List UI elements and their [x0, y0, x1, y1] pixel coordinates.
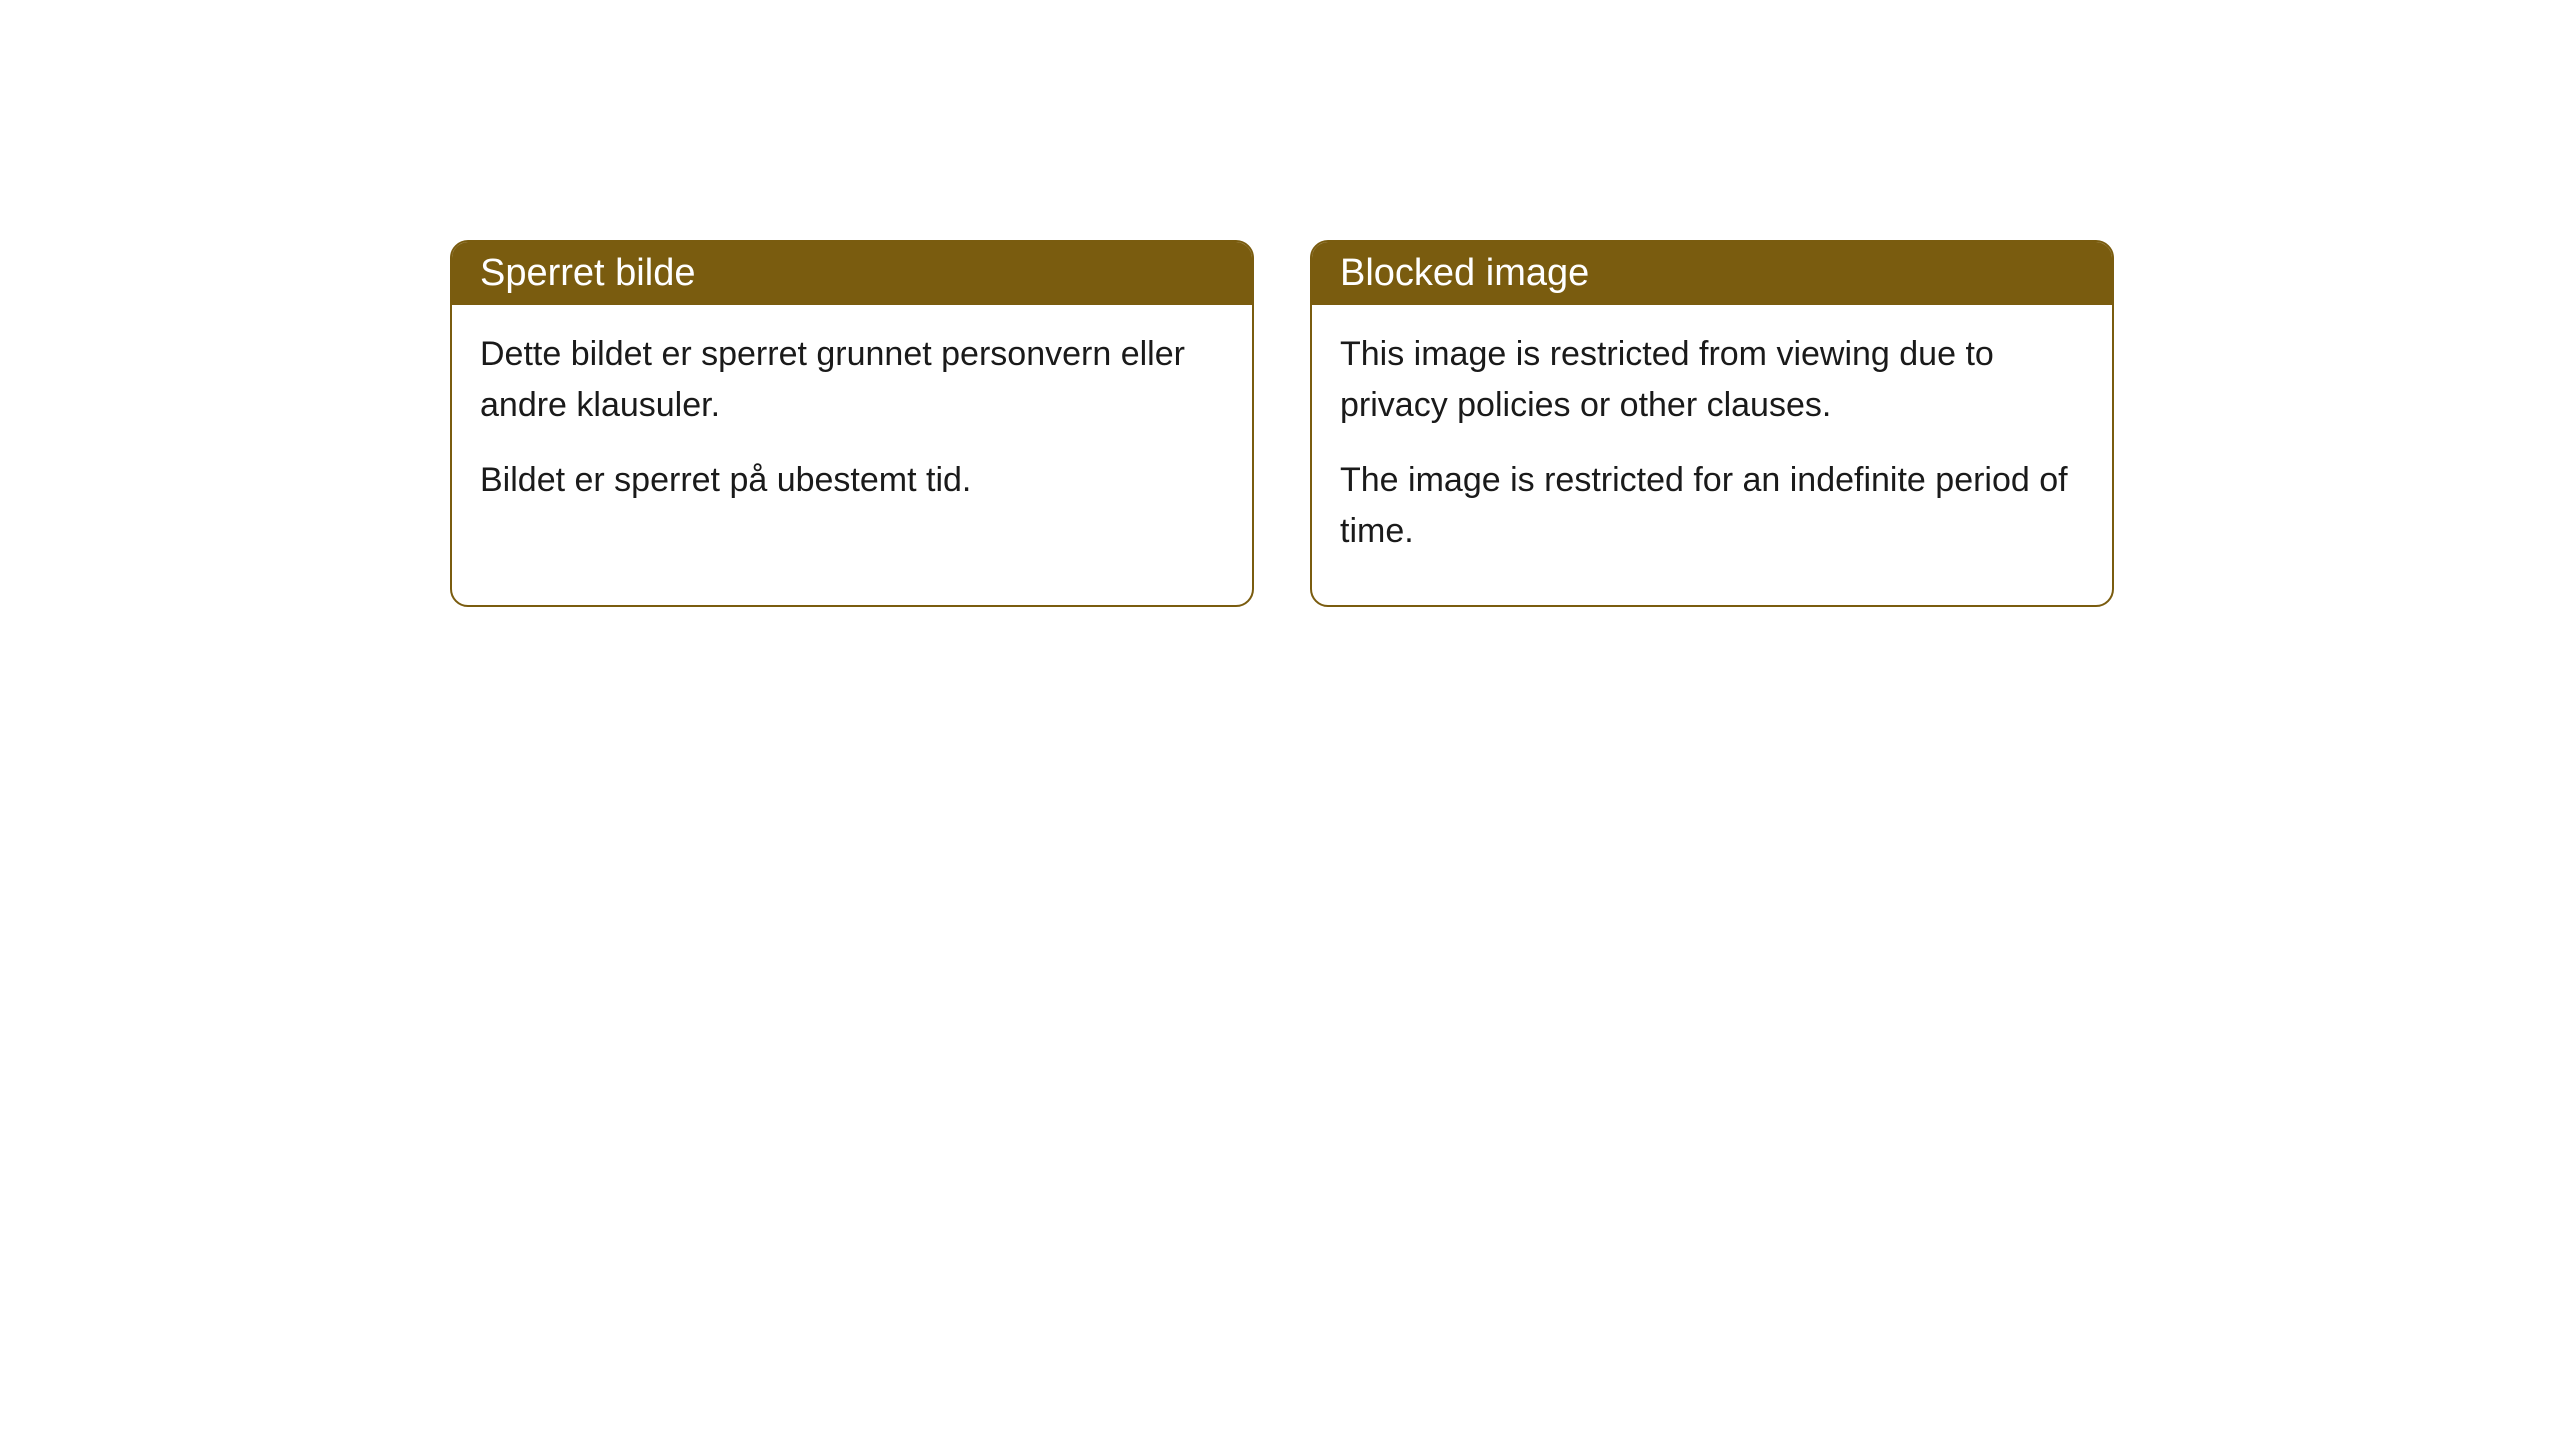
card-english: Blocked image This image is restricted f…	[1310, 240, 2114, 607]
card-header-english: Blocked image	[1312, 242, 2112, 305]
card-title-norwegian: Sperret bilde	[480, 252, 695, 294]
card-paragraph-1-english: This image is restricted from viewing du…	[1340, 329, 2084, 431]
card-body-english: This image is restricted from viewing du…	[1312, 305, 2112, 605]
card-paragraph-1-norwegian: Dette bildet er sperret grunnet personve…	[480, 329, 1224, 431]
card-paragraph-2-english: The image is restricted for an indefinit…	[1340, 455, 2084, 557]
card-body-norwegian: Dette bildet er sperret grunnet personve…	[452, 305, 1252, 554]
cards-container: Sperret bilde Dette bildet er sperret gr…	[450, 240, 2114, 607]
card-header-norwegian: Sperret bilde	[452, 242, 1252, 305]
card-paragraph-2-norwegian: Bildet er sperret på ubestemt tid.	[480, 455, 1224, 506]
card-title-english: Blocked image	[1340, 252, 1589, 294]
card-norwegian: Sperret bilde Dette bildet er sperret gr…	[450, 240, 1254, 607]
